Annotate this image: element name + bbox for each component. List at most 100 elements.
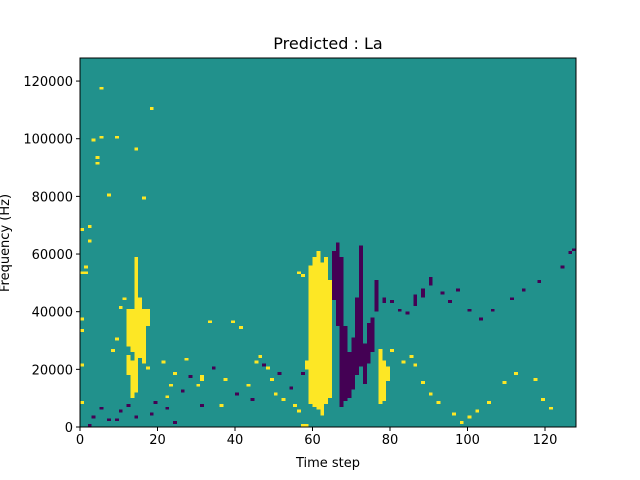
heatmap-cell-high [223,377,228,381]
heatmap-cell-high [83,271,88,275]
y-tick-label: 20000 [32,363,73,378]
heatmap-cell-low [277,372,282,376]
heatmap-cell-high [308,265,313,404]
heatmap-cell-low [374,279,379,312]
x-tick-label: 0 [76,433,84,448]
heatmap-cell-low [339,256,344,407]
heatmap-cell-low [428,277,433,286]
heatmap-cell-high [99,86,104,90]
heatmap-cell-high [134,331,139,393]
heatmap-cell-high [80,328,84,332]
heatmap-cell-high [130,360,135,399]
x-tick-label: 80 [382,433,399,448]
heatmap-cell-high [390,349,394,353]
x-tick-label: 40 [227,433,244,448]
y-tick-label: 120000 [23,75,73,90]
heatmap-cell-low [366,323,371,364]
heatmap-cell-high [293,403,297,407]
heatmap-cell-high [134,256,139,370]
heatmap-cell-low [467,308,472,312]
heatmap-cell-low [362,343,367,384]
heatmap-cell-low [521,288,526,292]
heatmap-cell-high [99,135,104,139]
heatmap-cell-high [308,372,313,378]
heatmap-cell-low [413,294,418,306]
heatmap-cell-low [370,317,375,353]
heatmap-cell-high [281,398,286,402]
heatmap-cell-low [347,352,352,399]
heatmap-cell-high [541,398,545,402]
heatmap-cell-low [211,366,216,370]
heatmap-cell-low [355,297,359,376]
heatmap-cell-low [180,389,185,393]
heatmap-cell-high [428,392,433,396]
heatmap-cell-low [405,311,410,315]
heatmap-cell-high [138,297,142,358]
heatmap-cell-low [390,300,394,304]
plot-area [79,57,577,428]
chart-title: Predicted : La [273,34,382,53]
x-axis: 0 20 40 60 80 100 120 [76,427,557,448]
heatmap-cell-high [304,424,309,427]
y-tick-label: 60000 [32,248,73,263]
heatmap-cell-high [196,383,201,387]
y-tick-label: 100000 [23,133,73,148]
heatmap-cell-high [316,251,321,410]
y-axis: 0 20000 40000 60000 80000 100000 120000 [23,75,80,436]
heatmap-cell-high [386,366,390,381]
heatmap-cell-low [510,297,514,301]
heatmap-cell-high [130,308,135,353]
heatmap-cell-high [328,279,332,399]
heatmap-cell-low [200,403,204,407]
heatmap-cell-high [207,320,212,324]
heatmap-cell-high [320,262,325,416]
heatmap-cell-high [111,349,115,353]
y-tick-label: 40000 [32,306,73,321]
heatmap-cell-high [486,401,491,404]
y-tick-label: 80000 [32,190,73,205]
heatmap-cell-low [126,403,131,407]
heatmap-cell-high [91,138,96,142]
heatmap-cell-high [165,395,170,399]
heatmap-cell-low [343,326,348,402]
heatmap-cell-high [87,239,92,243]
heatmap-cell-high [200,375,204,381]
heatmap-cell-low [359,245,363,367]
heatmap-cell-high [87,225,92,229]
x-tick-label: 20 [149,433,166,448]
heatmap-cell-low [235,392,239,396]
heatmap-cell-high [320,300,325,306]
heatmap-cell-high [142,196,146,200]
heatmap-cell-low [397,308,402,312]
heatmap-cell-high [142,308,146,364]
heatmap-cell-high [382,360,387,402]
heatmap-cell-low [149,412,154,416]
heatmap-cell-low [165,406,170,410]
heatmap-cell-low [107,418,111,422]
heatmap-cell-low [289,386,294,390]
heatmap-cell-high [258,354,263,358]
heatmap-cell-high [548,406,553,410]
heatmap-cell-low [331,251,336,301]
heatmap-cell-high [312,305,317,309]
heatmap-cell-low [455,288,460,292]
heatmap-cell-high [316,288,321,301]
heatmap-cell-high [80,271,84,275]
heatmap-cell-low [572,248,576,252]
heatmap-cell-high [266,366,270,370]
heatmap-cell-high [300,274,305,278]
heatmap-cell-high [114,135,119,139]
heatmap-cell-high [467,415,472,419]
heatmap-cell-high [122,297,127,301]
heatmap-cell-high [83,265,88,269]
heatmap-cell-low [440,291,445,295]
heatmap-cell-high [145,308,150,327]
heatmap-cell-low [537,279,542,283]
heatmap-cell-low [250,398,255,402]
heatmap-cell-high [436,401,441,404]
heatmap-cell-high [312,256,317,407]
heatmap-cell-high [145,366,150,370]
heatmap-cell-low [351,337,356,390]
heatmap-cell-low [91,415,96,419]
heatmap-cell-low [568,251,573,255]
